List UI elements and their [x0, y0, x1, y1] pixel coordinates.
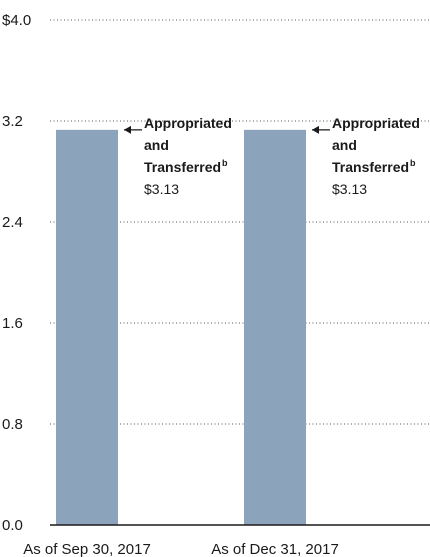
annotation-value-label: $3.13 — [332, 181, 367, 197]
y-tick-label: $4.0 — [2, 12, 31, 29]
annotation-line1: Appropriated — [332, 115, 420, 131]
arrow-head-icon — [312, 125, 319, 134]
annotation-superscript: b — [410, 158, 416, 168]
bars — [56, 129, 306, 525]
category-label: As of Sep 30, 2017 — [23, 541, 151, 557]
annotation-line3: Transferredb — [144, 158, 228, 175]
y-tick-label: 0.8 — [2, 416, 23, 433]
bar — [244, 129, 306, 525]
category-label: As of Dec 31, 2017 — [211, 541, 339, 557]
annotation-line2: and — [144, 137, 169, 153]
annotation-superscript: b — [222, 158, 228, 168]
annotation-line3-text: Transferred — [332, 159, 409, 175]
annotations: AppropriatedandTransferredb$3.13Appropri… — [124, 115, 420, 197]
y-tick-label: 2.4 — [2, 214, 23, 231]
annotation-line2: and — [332, 137, 357, 153]
y-axis-ticks: 0.0 0.8 1.6 2.4 3.2 $4.0 — [2, 12, 31, 534]
y-tick-label: 3.2 — [2, 113, 23, 130]
arrow-head-icon — [124, 125, 131, 134]
annotation-line3-text: Transferred — [144, 159, 221, 175]
annotation-line1: Appropriated — [144, 115, 232, 131]
y-tick-label: 0.0 — [2, 517, 23, 534]
y-tick-label: 1.6 — [2, 315, 23, 332]
annotation-value-label: $3.13 — [144, 181, 179, 197]
bar — [56, 129, 118, 525]
annotation-line3: Transferredb — [332, 158, 416, 175]
x-axis-labels: As of Sep 30, 2017 As of Dec 31, 2017 — [23, 541, 339, 557]
